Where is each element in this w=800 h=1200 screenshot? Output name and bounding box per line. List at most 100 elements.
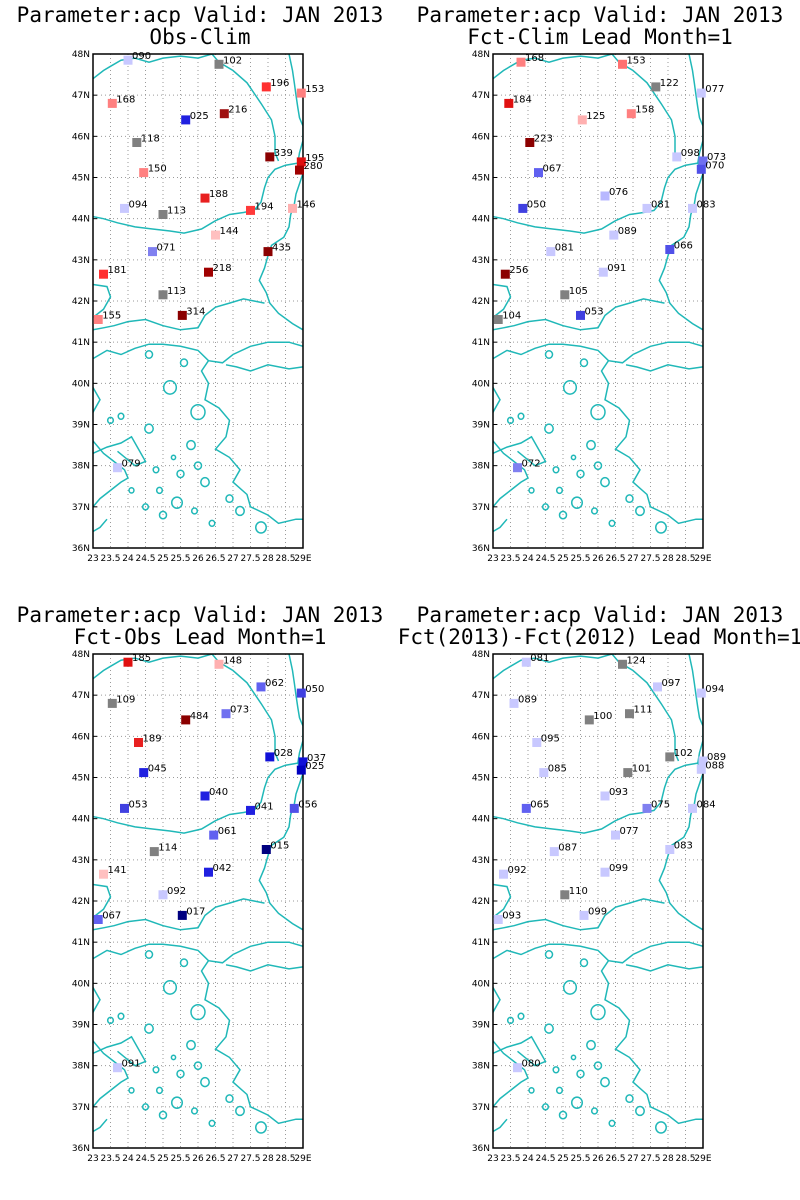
station-marker [256,682,266,692]
island-outline [528,487,535,494]
lat-tick-label: 43N [72,256,90,266]
lon-tick-label: 26.5 [205,554,225,564]
lat-tick-label: 37N [472,1103,490,1113]
station-marker [560,290,570,300]
island-outline [541,503,550,511]
lon-tick-label: 24 [122,554,134,564]
lat-tick-label: 46N [472,732,490,742]
coastline-segment [211,654,280,762]
coastline-segment [658,54,703,331]
island-outline [635,505,645,517]
station-value-label: 484 [190,711,209,722]
lat-tick-label: 41N [72,338,90,348]
station-marker [560,890,570,900]
station-marker [696,688,706,698]
lon-tick-label: 26 [192,554,204,564]
station-marker [181,115,191,125]
coastline-segment [493,883,512,919]
island-outline [225,494,234,504]
lat-tick-label: 43N [72,856,90,866]
coastline-segment [93,898,265,931]
lat-tick-label: 48N [72,50,90,60]
island-outline [200,476,210,488]
station-marker [618,659,627,669]
station-value-label: 091 [122,1059,141,1070]
island-outline [158,510,168,520]
station-marker [132,138,142,147]
island-outline [590,1107,599,1115]
station-value-label: 188 [209,189,228,200]
island-outline [141,1103,150,1111]
island-outline [128,1087,135,1094]
coastline-segment [200,960,303,1125]
station-value-label: 050 [527,199,546,210]
island-outline [190,1003,206,1021]
station-value-label: 280 [304,161,323,172]
station-marker [584,715,594,725]
station-marker [642,803,652,813]
station-marker [521,657,531,667]
station-value-label: 155 [102,311,121,322]
station-marker [651,82,661,92]
gridlines [492,53,704,549]
coastline-segment [225,964,303,972]
island-outline [190,1107,199,1115]
station-value-label: 092 [508,865,527,876]
station-marker [181,715,191,725]
station-marker [139,768,149,778]
lon-tick-label: 25 [157,1154,168,1164]
station-value-label: 025 [305,761,324,772]
lat-tick-label: 44N [72,215,90,225]
island-outline [144,1023,154,1034]
panel-title-line-2: Obs-Clim [149,25,250,49]
station-value-label: 081 [651,199,670,210]
station-value-label: 089 [707,752,726,763]
island-outline [562,980,578,995]
coastline-segment [93,387,129,508]
island-outline [590,1003,606,1021]
station-value-label: 094 [129,199,148,210]
station-marker [296,765,306,775]
island-outline [155,486,164,495]
station-value-label: 185 [132,653,151,664]
island-outline [579,358,589,368]
lat-tick-label: 45N [72,174,90,184]
coastline-segment [493,1118,508,1133]
station-value-label: 218 [213,263,232,274]
station-marker [525,138,535,147]
lon-tick-label: 24 [122,1154,134,1164]
station-value-label: 071 [157,243,176,254]
panel-title-line-2: Fct(2013)-Fct(2012) Lead Month=1 [398,625,800,649]
lon-tick-label: 27 [627,1154,638,1164]
station-value-label: 093 [502,911,521,922]
island-outline [600,1076,610,1088]
lon-tick-label: 23 [487,554,498,564]
station-marker [123,657,133,667]
lon-tick-label: 26.5 [605,1154,625,1164]
island-outline [586,439,596,451]
island-outline [562,380,578,395]
station-value-label: 045 [148,764,167,775]
lat-tick-label: 48N [72,650,90,660]
station-marker [295,165,304,175]
lat-tick-label: 45N [472,774,490,784]
coastline-segment [258,54,303,331]
station-value-label: 110 [569,886,588,897]
station-value-label: 092 [167,886,186,897]
island-outline [570,454,577,461]
coastline-segment [493,987,529,1108]
station-value-label: 094 [705,684,724,695]
map-panel-fct-obs: Parameter:acp Valid: JAN 2013 Fct-Obs Le… [17,603,384,1164]
station-marker [219,109,229,119]
station-value-label: 081 [530,653,549,664]
island-outline [176,469,185,479]
station-marker [265,152,275,162]
station-marker [261,845,271,854]
station-marker [500,269,510,279]
lat-tick-label: 38N [72,462,90,472]
station-marker [513,1063,522,1073]
island-outline [128,487,135,494]
station-marker [623,768,633,778]
island-outline [255,1121,267,1134]
